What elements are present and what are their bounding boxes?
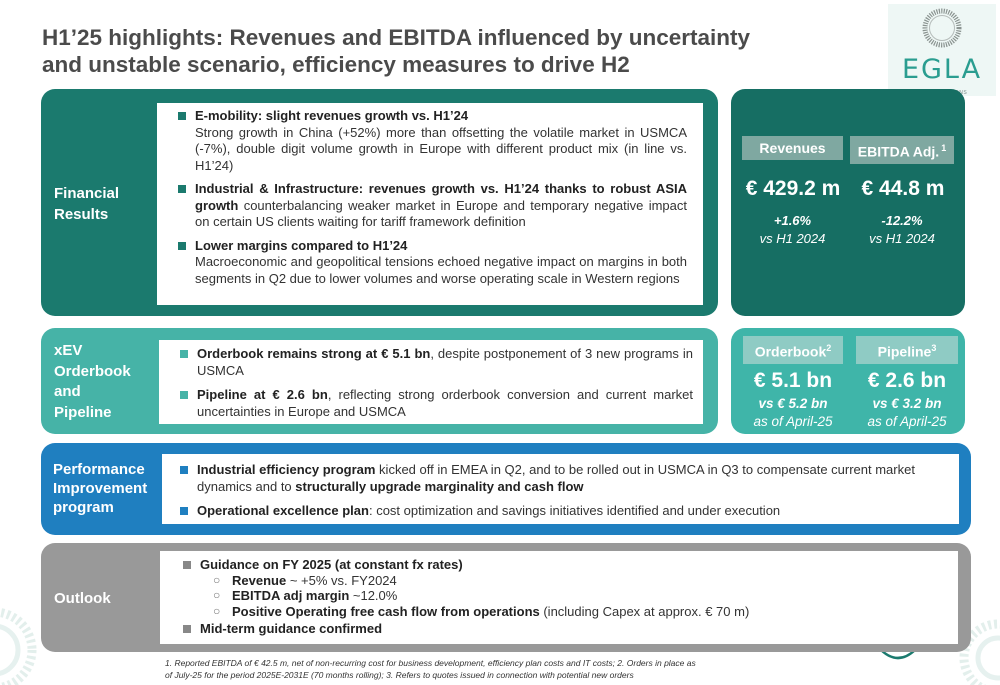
ebitda-header: EBITDA Adj. 1 (850, 136, 954, 164)
decorative-gear-left-icon (0, 607, 37, 685)
pipeline-value: € 2.6 bn (867, 369, 947, 392)
square-bullet-icon (178, 112, 186, 120)
title-line-1: H1’25 highlights: Revenues and EBITDA in… (42, 25, 751, 50)
footnote: 1. Reported EBITDA of € 42.5 m, net of n… (165, 658, 696, 680)
list-item: E-mobility: slight revenues growth vs. H… (175, 108, 687, 174)
list-item: Industrial & Infrastructure: revenues gr… (175, 181, 687, 231)
outlook-label: Outlook (54, 590, 111, 607)
list-item: Lower margins compared to H1’24 Macroeco… (175, 238, 687, 288)
list-item: ○ Positive Operating free cash flow from… (213, 603, 750, 619)
list-item: Pipeline at € 2.6 bn, reflecting strong … (177, 387, 693, 420)
decorative-arc-icon (880, 649, 916, 660)
list-item: Orderbook remains strong at € 5.1 bn, de… (177, 346, 693, 379)
orderbook-value: € 5.1 bn (753, 369, 833, 392)
outlook-panel: Guidance on FY 2025 (at constant fx rate… (160, 551, 958, 644)
pipeline-change: vs € 3.2 bn as of April-25 (867, 396, 947, 429)
square-bullet-icon (180, 466, 188, 474)
company-logo: EGLA INATIONS (888, 4, 996, 96)
list-item: ○ Revenue ~ +5% vs. FY2024 (213, 572, 397, 588)
performance-label: Performance Improvement program (53, 461, 148, 516)
financial-results-panel: E-mobility: slight revenues growth vs. H… (157, 103, 703, 305)
revenues-change: +1.6% vs H1 2024 (759, 213, 826, 246)
square-bullet-icon (178, 241, 186, 250)
xev-orderbook-label: xEV Orderbook and Pipeline (54, 342, 131, 421)
list-item: Industrial efficiency program kicked off… (177, 462, 947, 495)
square-bullet-icon (178, 185, 186, 193)
square-bullet-icon (180, 350, 188, 358)
circle-bullet-icon: ○ (213, 588, 221, 602)
orderbook-header: Orderbook2 (743, 336, 843, 364)
pipeline-header: Pipeline3 (856, 336, 958, 364)
circle-bullet-icon: ○ (213, 572, 221, 587)
list-item: Operational excellence plan: cost optimi… (177, 503, 947, 520)
orderbook-change: vs € 5.2 bn as of April-25 (753, 396, 833, 429)
revenues-header: Revenues (742, 136, 843, 160)
page-title: H1’25 highlights: Revenues and EBITDA in… (42, 24, 882, 78)
list-item: Guidance on FY 2025 (at constant fx rate… (180, 557, 946, 573)
financial-results-label: Financial Results (54, 185, 120, 223)
logo-wordmark: EGLA (901, 54, 983, 85)
ebitda-change: -12.2% vs H1 2024 (869, 213, 935, 246)
xev-orderbook-panel: Orderbook remains strong at € 5.1 bn, de… (159, 340, 703, 424)
financial-kpi-box (731, 89, 965, 316)
circle-bullet-icon: ○ (213, 603, 221, 618)
list-item: ○ EBITDA adj margin ~12.0% (213, 588, 398, 603)
square-bullet-icon (180, 391, 188, 399)
logo-ring-icon (922, 8, 962, 48)
square-bullet-icon (183, 561, 191, 569)
list-item: Mid-term guidance confirmed (180, 621, 946, 637)
performance-panel: Industrial efficiency program kicked off… (162, 454, 959, 524)
title-line-2: and unstable scenario, efficiency measur… (42, 52, 630, 77)
square-bullet-icon (183, 625, 191, 633)
decorative-gear-right-icon (959, 619, 1000, 685)
ebitda-value: € 44.8 m (861, 177, 945, 200)
revenues-value: € 429.2 m (745, 177, 841, 200)
square-bullet-icon (180, 507, 188, 515)
